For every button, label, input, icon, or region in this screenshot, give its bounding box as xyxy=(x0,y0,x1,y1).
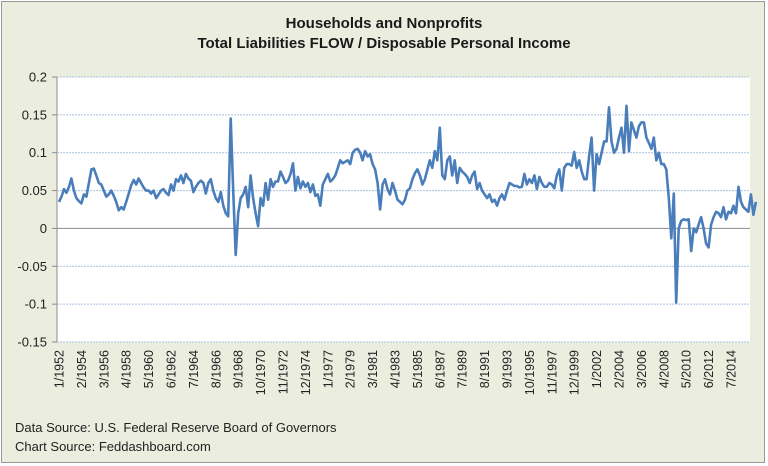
x-tick-label: 3/1956 xyxy=(97,350,111,388)
x-tick-label: 10/1995 xyxy=(523,350,537,395)
y-tick-label: 0.2 xyxy=(29,70,47,85)
source-notes: Data Source: U.S. Federal Reserve Board … xyxy=(15,418,337,456)
x-tick-label: 11/1972 xyxy=(277,350,291,394)
chart-title-block: Households and Nonprofits Total Liabilit… xyxy=(0,14,768,54)
y-axis-ticks: 0.2 0.15 0.1 0.05 0 -0.05 -0.1 -0.15 xyxy=(17,70,57,350)
chart-subtitle: Total Liabilities FLOW / Disposable Pers… xyxy=(197,35,571,52)
x-tick-label: 5/2010 xyxy=(680,350,694,388)
x-tick-label: 2/1979 xyxy=(344,350,358,388)
x-tick-label: 7/1964 xyxy=(187,350,201,388)
x-tick-label: 5/1960 xyxy=(142,350,156,388)
x-tick-label: 5/1985 xyxy=(411,350,425,388)
x-tick-label: 4/2008 xyxy=(657,350,671,388)
x-tick-label: 3/2006 xyxy=(635,350,649,388)
plot-area xyxy=(56,77,750,342)
x-tick-label: 8/1991 xyxy=(478,350,492,388)
x-tick-label: 12/1999 xyxy=(568,350,582,395)
x-tick-label: 2/1954 xyxy=(75,350,89,388)
x-tick-label: 6/1987 xyxy=(433,350,447,388)
x-tick-label: 12/1974 xyxy=(299,350,313,395)
chart-title: Households and Nonprofits xyxy=(285,15,483,32)
x-tick-label: 1/1952 xyxy=(53,350,67,388)
y-tick-label: 0.15 xyxy=(22,107,47,122)
chart-source: Chart Source: Feddashboard.com xyxy=(15,439,211,454)
x-tick-label: 3/1981 xyxy=(366,350,380,388)
y-tick-label: 0.1 xyxy=(29,145,47,160)
y-tick-label: 0 xyxy=(40,221,47,236)
x-tick-label: 7/2014 xyxy=(725,350,739,388)
data-source: Data Source: U.S. Federal Reserve Board … xyxy=(15,420,337,435)
y-tick-label: -0.15 xyxy=(17,335,47,350)
x-tick-label: 8/1966 xyxy=(209,350,223,388)
series-layer xyxy=(57,104,758,304)
x-tick-label: 9/1968 xyxy=(232,350,246,388)
series-line xyxy=(57,104,758,304)
plot-background xyxy=(57,77,750,342)
y-tick-label: 0.05 xyxy=(22,183,47,198)
y-tick-label: -0.1 xyxy=(25,297,47,312)
x-tick-label: 6/1962 xyxy=(165,350,179,388)
x-tick-label: 6/2012 xyxy=(702,350,716,388)
x-tick-label: 9/1993 xyxy=(501,350,515,388)
y-tick-label: -0.05 xyxy=(17,259,47,274)
gridlines xyxy=(57,76,750,343)
x-tick-label: 2/2004 xyxy=(613,350,627,388)
x-tick-label: 4/1983 xyxy=(389,350,403,388)
x-tick-label: 7/1989 xyxy=(456,350,470,388)
x-tick-label: 1/2002 xyxy=(590,350,604,388)
x-axis-ticks: 1/1952 2/1954 3/1956 4/1958 5/1960 6/1962 7/19… xyxy=(53,350,739,395)
x-tick-label: 1/1977 xyxy=(321,350,335,388)
x-tick-label: 11/1997 xyxy=(545,350,559,394)
x-tick-label: 10/1970 xyxy=(254,350,268,395)
x-tick-label: 4/1958 xyxy=(120,350,134,388)
